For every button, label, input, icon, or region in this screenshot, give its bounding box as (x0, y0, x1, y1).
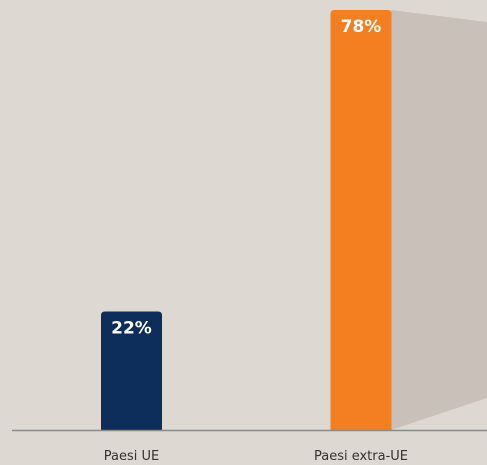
shadow (391, 10, 487, 430)
x-tick-label: Paesi UE (104, 449, 159, 464)
bar (101, 311, 162, 430)
x-tick-label: Paesi extra-UE (314, 449, 408, 464)
value-label: 22% (111, 319, 152, 339)
value-label: 78% (341, 17, 382, 37)
bar (330, 10, 392, 430)
bars: 22% 78% (101, 10, 392, 430)
